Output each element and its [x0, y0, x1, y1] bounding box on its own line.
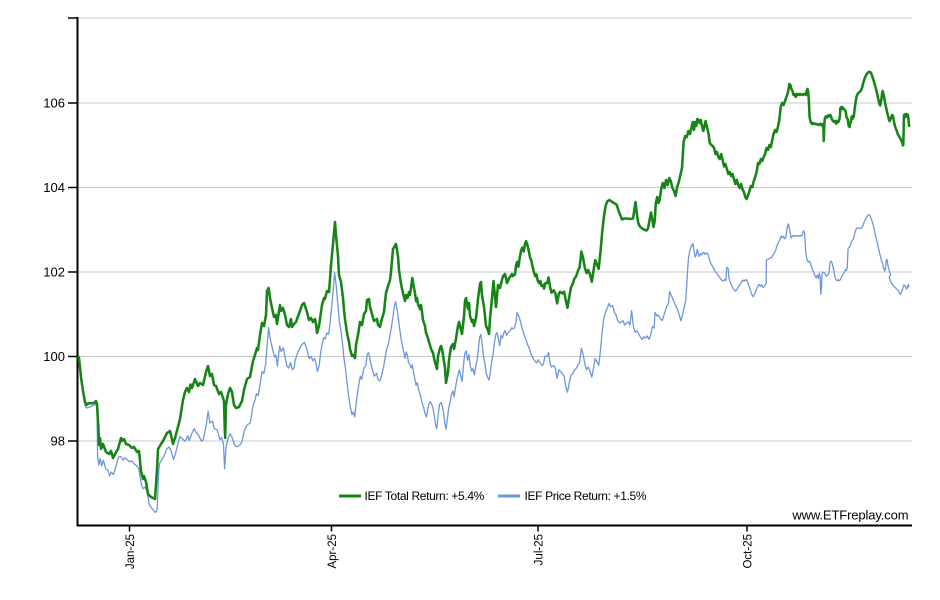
- svg-text:100: 100: [43, 349, 65, 364]
- svg-text:Apr-25: Apr-25: [327, 534, 339, 569]
- svg-text:Jul-25: Jul-25: [533, 534, 545, 565]
- svg-text:102: 102: [43, 265, 65, 280]
- svg-text:Jan-25: Jan-25: [125, 534, 137, 569]
- svg-text:106: 106: [43, 96, 65, 111]
- svg-text:Oct-25: Oct-25: [742, 534, 754, 569]
- svg-text:IEF Price Return: +1.5%: IEF Price Return: +1.5%: [525, 489, 647, 503]
- svg-text:IEF Total Return: +5.4%: IEF Total Return: +5.4%: [365, 489, 485, 503]
- svg-text:www.ETFreplay.com: www.ETFreplay.com: [791, 508, 908, 523]
- svg-text:104: 104: [43, 180, 65, 195]
- svg-text:98: 98: [51, 434, 65, 449]
